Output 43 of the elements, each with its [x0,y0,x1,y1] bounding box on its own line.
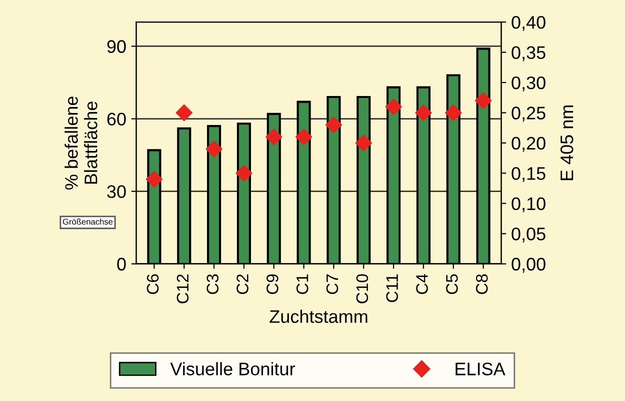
point [176,104,192,122]
point [415,104,432,122]
y2-tick-label: 0,00 [512,258,546,273]
y2-tick-label: 0,25 [512,106,546,122]
y2-tick-label: 0,05 [512,228,546,242]
y2-tick-label: 0,15 [512,167,546,182]
y2-tick-label: 0,30 [512,76,546,92]
x-tick-label: C1 [296,274,308,294]
point [385,98,402,115]
x-tick-label: C4 [416,274,428,294]
x-tick-label: C9 [266,274,278,294]
x-tick-label: C12 [176,274,189,304]
x-axis-title: Zuchtstamm [270,310,368,323]
legend-label: ELISA [456,362,506,376]
x-tick-label: C3 [206,274,219,294]
point [355,134,372,152]
y-tick-label: 90 [107,40,126,53]
x-tick-label: C8 [476,274,488,294]
text: Größenachse [62,218,113,225]
point [266,128,282,146]
y2-tick-label: 0,40 [512,16,546,31]
y2-tick-label: 0,20 [512,136,546,152]
x-tick-label: C6 [146,274,159,294]
x-tick-label: C10 [356,274,368,304]
y-tick-label: 0 [117,258,126,271]
point [474,92,492,109]
legend-label: Visuelle Bonitur [170,362,296,376]
point [445,104,462,122]
y2-tick-label: 0,10 [512,197,546,212]
x-tick-label: C5 [446,274,458,294]
y2-axis-title: E 405 nm [560,106,574,180]
point [206,140,222,158]
point [236,164,252,182]
point [146,170,163,188]
y-axis-title: % befallene Blattfläche [64,96,98,190]
y-tick-label: 30 [107,185,126,198]
x-tick-label: C11 [386,274,398,302]
x-tick-label: C7 [326,274,338,294]
x-tick-label: C2 [236,274,248,294]
point [295,128,312,146]
y2-tick-label: 0,35 [512,46,546,62]
point [325,116,342,134]
y-tick-label: 60 [107,112,126,126]
